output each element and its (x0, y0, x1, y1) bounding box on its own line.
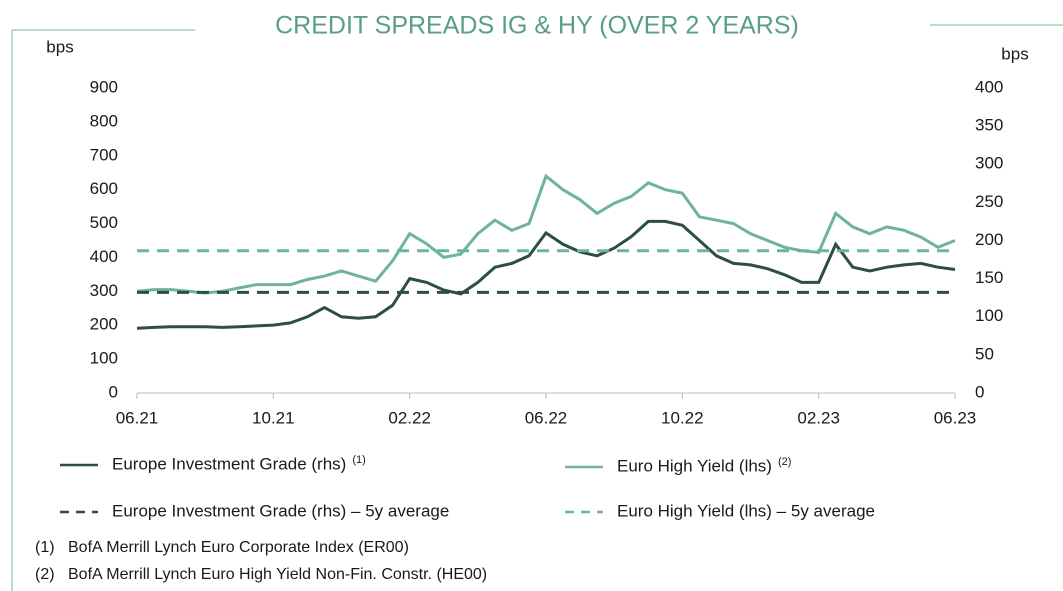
y-tick-label: 400 (90, 247, 118, 266)
y2-tick-label: 0 (975, 382, 984, 401)
y-tick-label: 100 (90, 349, 118, 368)
x-tick-label: 06.22 (525, 408, 568, 427)
x-tick-label: 10.22 (661, 408, 704, 427)
y2-tick-label: 300 (975, 154, 1003, 173)
legend-note: (1) (352, 454, 365, 466)
series-line (136, 173, 956, 295)
y2-tick-label: 200 (975, 230, 1003, 249)
y2-tick-label: 250 (975, 192, 1003, 211)
y2-tick-label: 350 (975, 116, 1003, 135)
chart-title: CREDIT SPREADS IG & HY (OVER 2 YEARS) (275, 12, 799, 40)
legend-label: Euro High Yield (lhs) – 5y average (617, 501, 875, 520)
y2-tick-label: 150 (975, 268, 1003, 287)
y-tick-label: 800 (90, 111, 118, 130)
legend-label: Europe Investment Grade (rhs) – 5y avera… (112, 501, 449, 520)
series-line (136, 219, 956, 330)
y-tick-label: 200 (90, 315, 118, 334)
y-tick-label: 600 (90, 179, 118, 198)
y-tick-label: 900 (90, 77, 118, 96)
y-tick-label: 500 (90, 213, 118, 232)
footnote-ref: (1) (35, 539, 55, 556)
x-tick-label: 02.23 (797, 408, 840, 427)
x-tick-label: 06.21 (116, 408, 159, 427)
x-tick-label: 02.22 (388, 408, 431, 427)
y2-axis-label: bps (1001, 44, 1028, 63)
footnote-text: BofA Merrill Lynch Euro Corporate Index … (68, 539, 409, 556)
x-tick-label: 06.23 (934, 408, 977, 427)
y-tick-label: 0 (109, 382, 118, 401)
legend-label: Europe Investment Grade (rhs) (112, 454, 346, 473)
x-tick-label: 10.21 (252, 408, 295, 427)
y2-tick-label: 100 (975, 306, 1003, 325)
footnote-ref: (2) (35, 566, 55, 583)
y-tick-label: 700 (90, 145, 118, 164)
y-tick-label: 300 (90, 281, 118, 300)
legend-note: (2) (778, 456, 791, 468)
footnote-text: BofA Merrill Lynch Euro High Yield Non-F… (68, 566, 487, 583)
y2-tick-label: 400 (975, 77, 1003, 96)
y2-tick-label: 50 (975, 344, 994, 363)
y-axis-label: bps (46, 37, 73, 56)
legend-label: Euro High Yield (lhs) (617, 456, 772, 475)
